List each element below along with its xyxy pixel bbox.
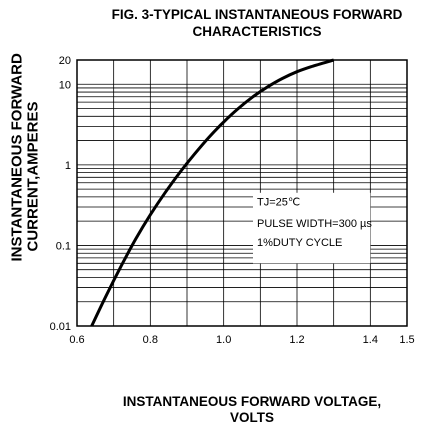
x-tick-label: 0.6 bbox=[69, 334, 84, 346]
y-tick-label: 10 bbox=[59, 79, 71, 91]
grid bbox=[77, 60, 407, 326]
plot-frame bbox=[76, 59, 408, 327]
series-line bbox=[90, 58, 335, 327]
x-axis-label-line1: INSTANTANEOUS FORWARD VOLTAGE, bbox=[122, 394, 382, 409]
x-tick-label: 1.0 bbox=[216, 334, 231, 346]
annotation-line-2: PULSE WIDTH=300 µs bbox=[257, 218, 372, 230]
annotation-line-1: TJ=25℃ bbox=[257, 197, 300, 209]
y-tick-labels: 0.01 0.1 1 10 20 bbox=[50, 55, 71, 333]
x-tick-label: 1.4 bbox=[363, 334, 378, 346]
y-tick-label: 20 bbox=[59, 55, 71, 67]
annotation-line-3: 1%DUTY CYCLE bbox=[257, 237, 342, 249]
y-tick-label: 1 bbox=[65, 160, 71, 172]
annotation-box bbox=[253, 192, 371, 264]
x-tick-label: 0.8 bbox=[143, 334, 158, 346]
chart-title: FIG. 3-TYPICAL INSTANTANEOUS FORWARD bbox=[111, 7, 403, 22]
x-tick-label: 1.5 bbox=[399, 334, 414, 346]
y-tick-label: 0.01 bbox=[50, 321, 71, 333]
y-tick-label: 0.1 bbox=[56, 240, 71, 252]
x-tick-label: 1.2 bbox=[289, 334, 304, 346]
x-tick-labels: 0.6 0.8 1.0 1.2 1.4 1.5 bbox=[69, 334, 414, 346]
chart-subtitle: CHARACTERISTICS bbox=[192, 24, 322, 39]
x-axis-label-line2: VOLTS bbox=[229, 410, 274, 425]
